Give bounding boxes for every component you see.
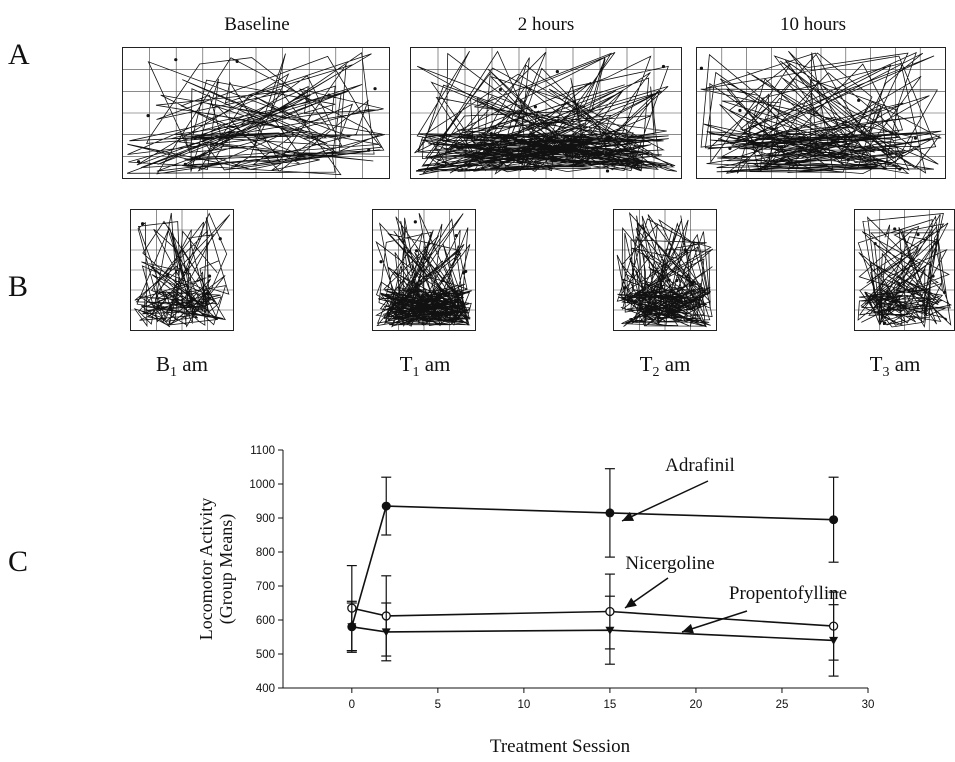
data-point: [605, 626, 615, 635]
data-point: [605, 508, 615, 518]
panel-a-title-baseline: Baseline: [224, 14, 290, 35]
y-tick-label: 1100: [250, 445, 275, 457]
panel-a-title-10-hours: 10 hours: [780, 14, 846, 35]
x-tick-label: 20: [690, 699, 703, 711]
track-lines: [373, 210, 475, 330]
track-lines: [855, 210, 954, 330]
series-line: [351, 505, 834, 628]
panel-letter-a: A: [8, 38, 30, 71]
y-tick-label: 500: [256, 649, 275, 661]
y-tick-label: 700: [256, 581, 275, 593]
series-adrafinil: [346, 468, 839, 653]
panel-letter-c: C: [8, 545, 29, 578]
x-tick-label: 10: [517, 699, 530, 711]
series-nicergoline: [346, 565, 839, 661]
series-line: [351, 607, 834, 627]
series-line: [351, 626, 834, 642]
panel-a-title-2-hours: 2 hours: [517, 14, 575, 35]
x-axis-label: Treatment Session: [490, 736, 631, 757]
y-tick-label: 400: [256, 683, 275, 695]
track-lines: [411, 48, 681, 178]
panel-b-label-t3: T3 am: [869, 352, 921, 381]
panel-b-track-t1: [372, 209, 476, 331]
panel-a-track-10-hours: [696, 47, 946, 179]
x-tick-label: 5: [435, 699, 441, 711]
x-tick-label: 15: [604, 699, 617, 711]
annotation-arrow: [621, 480, 709, 522]
y-tick-label: 600: [256, 615, 275, 627]
panel-b-track-t2: [613, 209, 717, 331]
series-annotation-label: Adrafinil: [665, 455, 735, 476]
panel-b-label-t2: T2 am: [639, 352, 691, 381]
track-lines: [131, 210, 233, 330]
y-axis-label-line2: (Group Means): [216, 514, 237, 624]
x-tick-label: 0: [349, 699, 355, 711]
panel-b-label-t1: T1 am: [399, 352, 451, 381]
track-lines: [614, 210, 716, 330]
panel-a-track-2-hours: [410, 47, 682, 179]
panel-b-track-t3: [854, 209, 955, 331]
y-tick-label: 800: [256, 547, 275, 559]
panel-b-track-b1: [130, 209, 234, 331]
y-axis-label-line1: Locomotor Activity: [196, 498, 216, 640]
data-point: [347, 623, 357, 632]
panel-b-label-b1: B1 am: [156, 352, 208, 381]
panel-letter-b: B: [8, 270, 29, 303]
data-point: [829, 515, 839, 525]
series-annotation-label: Propentofylline: [729, 583, 847, 604]
chart-axes: [282, 450, 868, 689]
panel-a-track-baseline: [122, 47, 390, 179]
y-tick-label: 900: [256, 513, 275, 525]
data-point: [829, 636, 839, 645]
y-tick-label: 1000: [249, 479, 275, 491]
data-point: [381, 501, 391, 511]
series-propentofylline: [346, 595, 839, 677]
locomotor-activity-chart: 400 500 600 700 800 900 1000 1100 0 5 10 15 20 25 30 Tr…: [196, 445, 875, 757]
annotation-arrow: [624, 577, 669, 609]
x-tick-label: 25: [776, 699, 789, 711]
track-lines: [697, 48, 945, 178]
annotation-arrow: [681, 610, 748, 634]
x-tick-label: 30: [862, 699, 875, 711]
series-annotation-label: Nicergoline: [625, 553, 714, 574]
track-lines: [123, 48, 389, 178]
data-point: [381, 628, 391, 637]
